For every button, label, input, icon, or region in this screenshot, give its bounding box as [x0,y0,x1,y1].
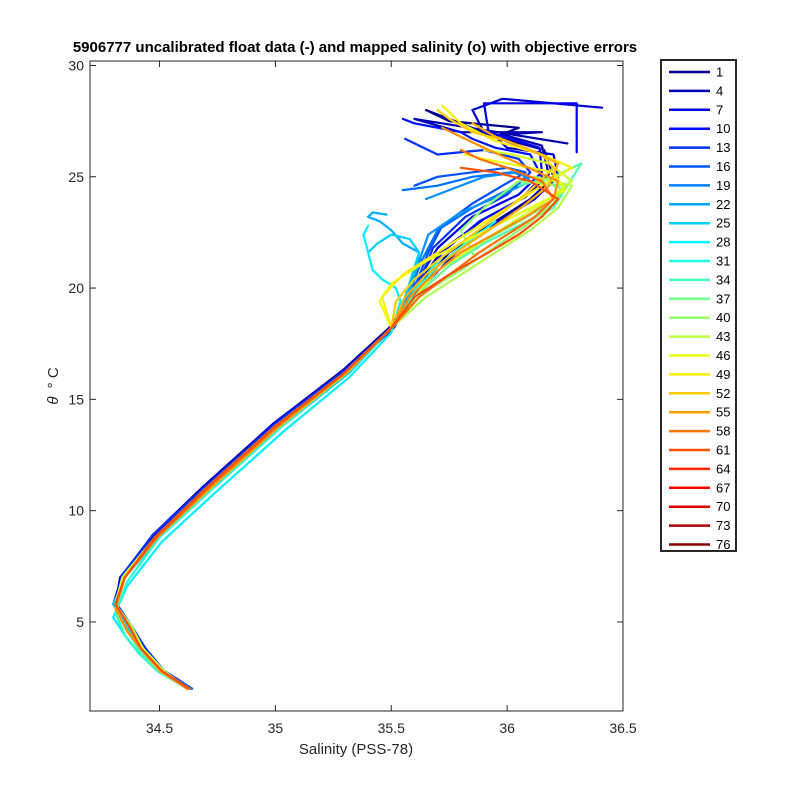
legend-label-46: 46 [716,348,730,363]
ticks-layer: 34.5 35 35.5 36 36.5 5 10 15 20 25 30 [68,57,636,736]
y-tick-label: 5 [76,614,84,630]
legend-label-55: 55 [716,405,730,420]
legend-label-31: 31 [716,254,730,269]
series-line-76 [114,166,560,690]
chart-title: 5906777 uncalibrated float data (-) and … [73,39,637,56]
y-tick-label: 10 [68,503,84,519]
x-axis-label: Salinity (PSS-78) [299,741,413,758]
x-tick-label: 35.5 [378,720,405,736]
legend-label-28: 28 [716,235,730,250]
legend-label-73: 73 [716,518,730,533]
legend-label-43: 43 [716,329,730,344]
plot-area [90,61,623,711]
legend-label-16: 16 [716,159,730,174]
y-tick-label: 30 [68,57,84,73]
legend-label-52: 52 [716,386,730,401]
legend-label-19: 19 [716,178,730,193]
y-axis-label: θ ° C [45,367,62,404]
legend-label-1: 1 [716,65,723,80]
legend-label-13: 13 [716,140,730,155]
legend-label-58: 58 [716,424,730,439]
series-layer [112,97,604,690]
x-tick-label: 35 [268,720,284,736]
legend-label-49: 49 [716,367,730,382]
legend-label-4: 4 [716,83,723,98]
legend-label-76: 76 [716,537,730,552]
y-axis-unit: ° C [45,367,62,388]
legend-label-64: 64 [716,461,730,476]
legend-label-7: 7 [716,102,723,117]
y-axis-symbol: θ [45,397,62,405]
legend-label-34: 34 [716,272,730,287]
x-tick-label: 36.5 [609,720,636,736]
plot-frame [89,60,624,712]
legend: 1 4 7 10 13 16 19 22 25 28 31 34 37 40 43 46 49 52 55 58 61 6… [660,59,737,552]
svg-text:θ ° C: θ ° C [45,367,62,404]
y-tick-label: 15 [68,391,84,407]
series-line-70 [114,126,560,690]
legend-label-61: 61 [716,443,730,458]
legend-label-70: 70 [716,499,730,514]
x-tick-label: 36 [499,720,515,736]
legend-label-40: 40 [716,310,730,325]
y-tick-label: 20 [68,280,84,296]
legend-label-22: 22 [716,197,730,212]
y-tick-label: 25 [68,169,84,185]
legend-label-10: 10 [716,121,730,136]
x-tick-label: 34.5 [146,720,173,736]
legend-label-67: 67 [716,480,730,495]
legend-label-25: 25 [716,216,730,231]
legend-label-37: 37 [716,291,730,306]
